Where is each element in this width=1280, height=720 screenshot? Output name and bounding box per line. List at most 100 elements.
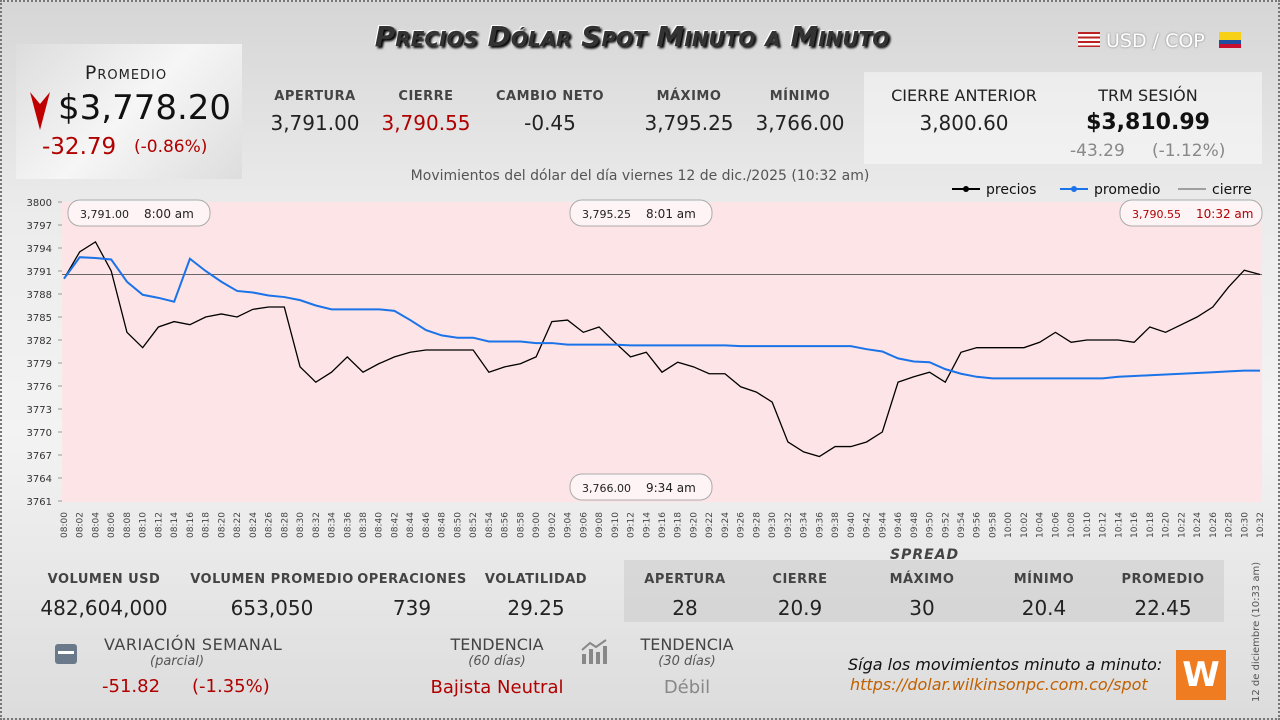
weekly-sub: (parcial)	[150, 654, 205, 669]
side-date: 12 de diciembre (10:33 am)	[1251, 561, 1262, 702]
y-tick-label: 3782	[27, 336, 52, 347]
y-tick-label: 3794	[27, 244, 52, 255]
volume-value: 739	[392, 596, 432, 620]
x-tick-label: 08:22	[233, 512, 243, 538]
spread-label: Apertura	[644, 572, 726, 587]
trm-label: TRM sesión	[1098, 86, 1198, 105]
x-tick-label: 08:36	[343, 512, 353, 538]
trend-icon	[581, 639, 607, 664]
weekly-change: -51.82	[102, 676, 161, 697]
series-line	[63, 256, 1260, 380]
promedio-change: -32.79	[42, 134, 117, 160]
y-tick-label: 3797	[27, 221, 52, 232]
promedio-pct: (-0.86%)	[134, 137, 208, 157]
x-tick-label: 10:20	[1162, 512, 1172, 538]
x-tick-label: 08:32	[312, 512, 322, 538]
annotation-value: 3,795.25	[582, 208, 631, 221]
x-tick-label: 10:30	[1240, 512, 1250, 538]
x-tick-label: 09:18	[674, 512, 684, 538]
prev-box	[864, 72, 1262, 164]
trend30-label: Tendencia	[640, 635, 734, 654]
x-tick-label: 10:32	[1256, 512, 1266, 538]
volume-label: Volumen promedio	[190, 572, 354, 587]
follow-url[interactable]: https://dolar.wilkinsonpc.com.co/spot	[850, 675, 1148, 694]
annotation-time: 8:01 am	[646, 207, 696, 221]
x-tick-label: 09:44	[878, 512, 888, 538]
y-tick-label: 3800	[27, 198, 52, 209]
y-tick-label: 3770	[27, 428, 52, 439]
x-tick-label: 08:48	[438, 512, 448, 538]
x-tick-label: 09:00	[532, 512, 542, 538]
x-tick-label: 08:58	[516, 512, 526, 538]
volume-value: 29.25	[507, 596, 565, 620]
y-tick-label: 3776	[27, 382, 52, 393]
pair: USD / COP	[1106, 30, 1205, 52]
legend-label: cierre	[1212, 182, 1252, 198]
x-tick-label: 10:12	[1099, 512, 1109, 538]
x-tick-label: 10:00	[1004, 512, 1014, 538]
y-tick-label: 3779	[27, 359, 52, 370]
logo[interactable]: W	[1176, 650, 1226, 700]
promedio-label: Promedio	[84, 62, 168, 84]
legend-dot	[1071, 186, 1077, 192]
x-tick-label: 08:56	[501, 512, 511, 538]
volume-label: Operaciones	[357, 572, 467, 587]
weekly-pct: (-1.35%)	[192, 676, 270, 697]
x-tick-label: 08:14	[170, 512, 180, 538]
x-tick-label: 08:40	[375, 512, 385, 538]
x-tick-label: 08:10	[139, 512, 149, 538]
stat-label: Cambio neto	[495, 89, 605, 104]
volume-label: Volumen USD	[47, 572, 161, 587]
x-tick-label: 08:34	[328, 512, 338, 538]
x-tick-label: 08:46	[422, 512, 432, 538]
x-tick-label: 09:52	[941, 512, 951, 538]
x-tick-label: 09:02	[548, 512, 558, 538]
legend-dot	[963, 186, 969, 192]
annotation-box	[569, 473, 713, 501]
stat-label: Cierre	[398, 89, 454, 104]
volume-value: 482,604,000	[40, 596, 168, 620]
x-tick-label: 09:08	[595, 512, 605, 538]
x-tick-label: 10:22	[1177, 512, 1187, 538]
x-tick-label: 10:28	[1225, 512, 1235, 538]
x-tick-label: 09:46	[894, 512, 904, 538]
x-tick-label: 08:16	[186, 512, 196, 538]
down-arrow	[30, 92, 50, 130]
x-tick-label: 08:52	[469, 512, 479, 538]
page-title: Precios Dólar Spot Minuto a Minuto	[374, 20, 890, 53]
trm-change: -43.29	[1070, 141, 1125, 161]
promedio-box	[16, 44, 242, 179]
x-tick-label: 08:20	[217, 512, 227, 538]
x-tick-label: 09:06	[579, 512, 589, 538]
x-tick-label: 09:24	[721, 512, 731, 538]
x-tick-label: 08:08	[123, 512, 133, 538]
x-tick-label: 09:36	[815, 512, 825, 538]
x-tick-label: 09:50	[926, 512, 936, 538]
stat-value: 3,790.55	[381, 111, 471, 135]
x-tick-label: 09:38	[831, 512, 841, 538]
stat-label: Máximo	[656, 89, 722, 104]
x-tick-label: 08:04	[91, 512, 101, 538]
x-tick-label: 09:40	[847, 512, 857, 538]
annotation-time: 10:32 am	[1196, 207, 1253, 221]
spread-label: Cierre	[772, 572, 828, 587]
stat-value: 3,766.00	[755, 111, 845, 135]
annotation-box	[569, 199, 713, 227]
trend60-sub: (60 días)	[468, 654, 526, 669]
spread-box	[624, 560, 1224, 622]
stat-value: 3,791.00	[270, 111, 360, 135]
x-tick-label: 09:22	[705, 512, 715, 538]
x-tick-label: 08:12	[154, 512, 164, 538]
annotation-box	[1119, 199, 1263, 227]
volume-value: 653,050	[230, 596, 314, 620]
stat-value: 3,795.25	[644, 111, 734, 135]
plot-area	[62, 202, 1262, 502]
x-tick-label: 09:10	[611, 512, 621, 538]
y-tick-label: 3773	[27, 405, 52, 416]
y-tick-label: 3791	[27, 267, 52, 278]
y-tick-label: 3788	[27, 290, 52, 301]
x-tick-label: 09:16	[658, 512, 668, 538]
x-tick-label: 09:32	[784, 512, 794, 538]
stat-label: Apertura	[274, 89, 356, 104]
